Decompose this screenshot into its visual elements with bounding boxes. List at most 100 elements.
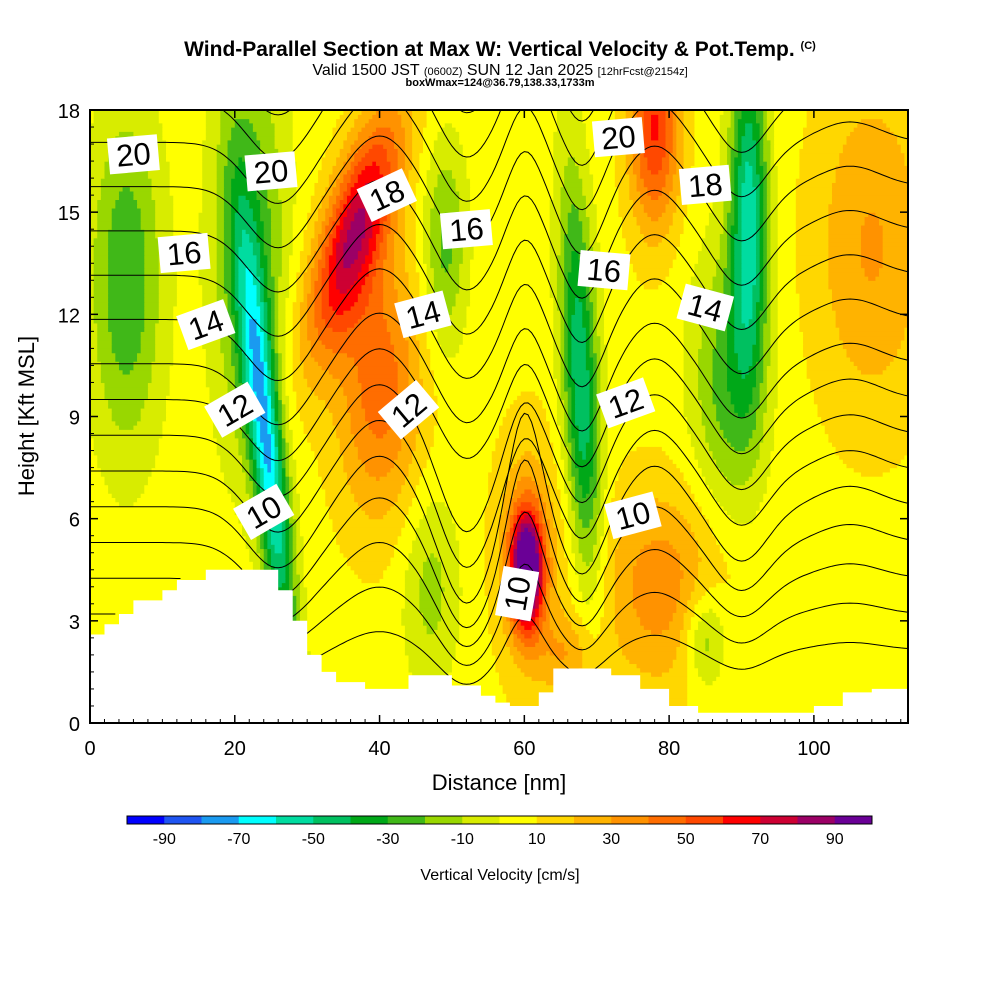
field-cell xyxy=(553,352,562,358)
field-cell xyxy=(234,348,243,354)
field-cell xyxy=(614,629,652,635)
field-cell xyxy=(795,220,829,226)
field-cell xyxy=(582,522,591,528)
field-cell xyxy=(292,237,305,243)
field-cell xyxy=(777,233,797,239)
field-cell xyxy=(332,237,341,243)
field-cell xyxy=(223,476,247,481)
field-cell xyxy=(553,327,562,332)
field-cell xyxy=(705,480,732,486)
field-cell xyxy=(571,433,580,439)
field-cell xyxy=(198,280,218,286)
field-cell xyxy=(357,297,370,303)
field-cell xyxy=(582,646,623,652)
field-cell xyxy=(140,220,156,226)
field-cell xyxy=(245,280,254,286)
field-cell xyxy=(220,348,232,354)
field-cell xyxy=(441,599,460,605)
field-cell xyxy=(140,224,156,230)
field-cell xyxy=(252,467,258,473)
field-cell xyxy=(770,271,779,277)
field-cell xyxy=(575,442,580,447)
field-cell xyxy=(299,527,334,533)
field-cell xyxy=(307,612,402,618)
field-cell xyxy=(332,220,341,226)
field-cell xyxy=(694,642,706,647)
field-cell xyxy=(90,488,109,494)
field-cell xyxy=(372,250,381,256)
field-cell xyxy=(828,267,866,273)
field-cell xyxy=(698,544,721,550)
field-cell xyxy=(209,395,229,401)
field-cell xyxy=(328,288,341,294)
field-cell xyxy=(93,297,109,303)
field-cell xyxy=(803,335,840,341)
field-cell xyxy=(350,484,402,490)
field-cell xyxy=(270,216,283,222)
field-cell xyxy=(607,480,616,486)
field-cell xyxy=(542,527,547,533)
field-cell xyxy=(379,578,406,584)
field-cell xyxy=(267,412,272,418)
field-cell xyxy=(542,510,547,516)
field-cell xyxy=(394,463,410,469)
field-cell xyxy=(238,378,243,384)
field-cell xyxy=(260,552,265,558)
field-cell xyxy=(542,467,558,473)
field-cell xyxy=(289,454,294,460)
field-cell xyxy=(278,463,283,469)
field-cell xyxy=(426,284,435,290)
field-cell xyxy=(766,220,772,226)
field-cell xyxy=(734,310,743,315)
field-cell xyxy=(90,280,95,286)
field-cell xyxy=(245,335,250,341)
field-cell xyxy=(723,220,728,226)
field-cell xyxy=(216,271,225,277)
field-cell xyxy=(593,595,605,601)
field-cell xyxy=(575,454,583,460)
field-cell xyxy=(343,390,363,396)
field-cell xyxy=(679,556,703,562)
field-cell xyxy=(589,399,594,405)
field-cell xyxy=(860,471,884,477)
field-cell xyxy=(155,322,174,328)
field-cell xyxy=(553,454,562,460)
field-cell xyxy=(687,599,699,605)
field-cell xyxy=(223,220,232,226)
field-cell xyxy=(564,429,569,435)
field-cell xyxy=(419,582,442,588)
field-cell xyxy=(270,331,276,337)
field-cell xyxy=(578,671,652,677)
field-cell xyxy=(513,659,583,665)
field-cell xyxy=(285,527,290,533)
field-cell xyxy=(567,650,583,656)
field-cell xyxy=(755,322,761,328)
field-cell xyxy=(535,505,540,511)
field-cell xyxy=(238,284,247,290)
field-cell xyxy=(600,544,609,550)
field-cell xyxy=(408,276,420,281)
field-cell xyxy=(267,271,272,277)
field-cell xyxy=(766,310,772,315)
field-cell xyxy=(564,527,572,533)
field-cell xyxy=(437,416,504,422)
field-cell xyxy=(419,603,442,609)
field-cell xyxy=(799,301,833,307)
field-cell xyxy=(437,399,515,405)
field-cell xyxy=(90,429,163,435)
field-cell xyxy=(242,318,247,324)
field-cell xyxy=(155,331,174,337)
field-cell xyxy=(499,552,504,558)
field-cell xyxy=(368,514,384,520)
field-cell xyxy=(542,561,547,567)
field-cell xyxy=(517,535,522,541)
field-cell xyxy=(542,603,547,609)
field-cell xyxy=(238,280,247,286)
field-cell xyxy=(285,348,294,354)
field-cell xyxy=(661,237,681,243)
field-cell xyxy=(575,629,591,635)
field-cell xyxy=(375,271,384,277)
field-cell xyxy=(372,258,377,264)
field-cell xyxy=(231,250,236,256)
field-cell xyxy=(701,676,717,682)
